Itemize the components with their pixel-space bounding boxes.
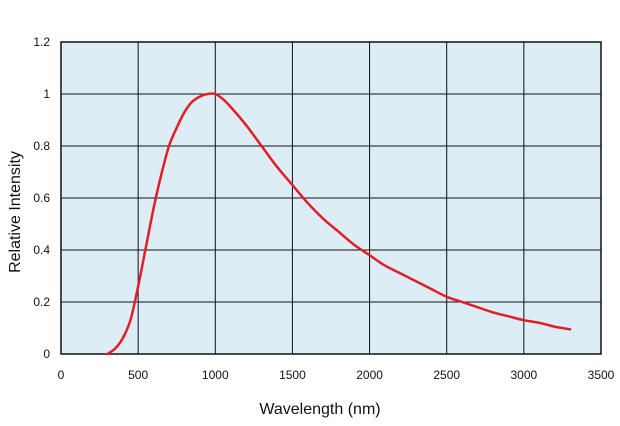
x-tick-label: 500 (128, 368, 148, 382)
y-tick-label: 1.2 (33, 35, 50, 49)
y-tick-label: 0.4 (33, 243, 50, 257)
x-tick-label: 1500 (279, 368, 306, 382)
x-tick-label: 3500 (588, 368, 615, 382)
y-tick-label: 0.6 (33, 191, 50, 205)
y-tick-label: 0.2 (33, 295, 50, 309)
x-tick-label: 2500 (433, 368, 460, 382)
y-axis-title: Relative Intensity (7, 151, 24, 273)
relative-intensity-line (106, 92, 572, 356)
x-axis-title: Wavelength (nm) (259, 401, 380, 418)
x-tick-label: 3000 (511, 368, 538, 382)
y-tick-label: 0 (43, 347, 50, 361)
x-tick-label: 1000 (202, 368, 229, 382)
grid-lines (61, 42, 601, 354)
plot-border (60, 41, 602, 355)
x-tick-labels: 0 500 1000 1500 2000 2500 3000 3500 (58, 368, 615, 382)
y-tick-label: 1 (43, 87, 50, 101)
y-tick-label: 0.8 (33, 139, 50, 153)
y-tick-labels: 0 0.2 0.4 0.6 0.8 1 1.2 (33, 35, 50, 361)
x-tick-label: 0 (58, 368, 65, 382)
x-tick-label: 2000 (356, 368, 383, 382)
